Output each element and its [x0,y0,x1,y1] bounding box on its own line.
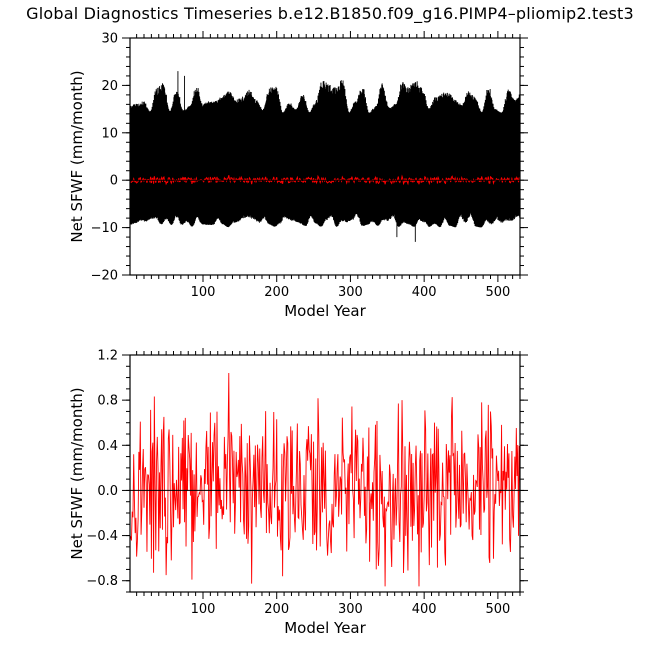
x-tick-label: 200 [264,602,289,617]
y-tick-label: −10 [91,221,118,236]
panel-1: 100 200 300 400 500 −20 −10 0 10 20 30 Model Year Ne… [68,31,528,320]
y-tick-label: 10 [101,126,118,141]
x-tick-label: 400 [412,285,437,300]
x-tick-label: 500 [485,285,510,300]
x-tick-label: 100 [191,602,216,617]
y-tick-label: 0.8 [97,394,118,409]
y-tick-label: −0.4 [86,529,118,544]
plot-area [130,71,520,242]
panel-2: 100 200 300 400 500 −0.8 −0.4 0.0 0.4 0.8 1.2 Model… [68,348,528,637]
plot-frame [129,37,521,276]
figure-title: Global Diagnostics Timeseries b.e12.B185… [26,4,634,23]
x-axis-label: Model Year [284,619,366,637]
x-tick-label: 200 [264,285,289,300]
y-tick-label: 20 [101,79,118,94]
x-tick-label: 400 [412,602,437,617]
y-tick-label: −20 [91,269,118,284]
plot-area [130,373,520,587]
x-tick-label: 100 [191,285,216,300]
series-monthly-core [130,113,520,214]
y-tick-label: 0.4 [97,439,118,454]
y-tick-label: −0.8 [86,574,118,589]
series-annual-mean-sfwf [130,373,520,587]
y-tick-label: 30 [101,32,118,47]
y-tick-label: 0 [110,174,118,189]
x-tick-label: 300 [338,285,363,300]
plot-frame [129,354,521,593]
y-tick-label: 0.0 [97,484,118,499]
y-tick-label: 1.2 [97,349,118,364]
x-tick-label: 500 [485,602,510,617]
x-axis-label: Model Year [284,302,366,320]
y-axis-label: Net SFWF (mm/month) [68,387,86,559]
x-tick-label: 300 [338,602,363,617]
y-axis-label: Net SFWF (mm/month) [68,70,86,242]
